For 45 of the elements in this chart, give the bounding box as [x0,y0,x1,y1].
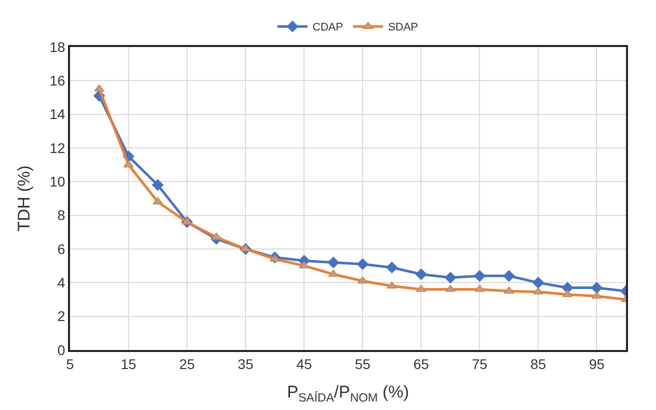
point [328,270,338,277]
x-tick-label: 35 [238,356,254,372]
point [415,268,427,280]
point [152,179,164,191]
y-tick-label: 16 [50,72,66,89]
y-tick-label: 18 [50,38,66,55]
point [416,284,426,292]
point [356,258,368,270]
y-tick-label: 10 [50,174,66,190]
y-tick-label: 6 [57,240,66,257]
point [533,287,544,294]
x-tick-label: 15 [120,356,137,372]
x-tick-label: 65 [413,356,430,372]
x-tick-label: 85 [530,356,546,372]
x-tick-label: 75 [472,356,488,372]
point [328,256,340,268]
point [592,292,602,299]
point [270,254,280,262]
legend-label: SDAP [388,22,418,34]
y-tick-label: 4 [57,274,66,291]
point [152,197,163,204]
y-tick-label: 14 [50,106,66,122]
point [474,270,486,282]
y-tick-label: 2 [57,308,66,324]
x-tick-label: 95 [588,356,605,372]
point [532,276,544,288]
x-tick-label: 5 [66,356,74,372]
point [444,272,456,284]
y-axis-title: TDH (%) [14,165,34,232]
point [358,276,368,284]
legend-label: CDAP [312,22,344,34]
x-tick-label: 55 [354,356,371,372]
point [474,284,485,292]
point [503,270,515,282]
point [562,282,574,294]
point [591,282,602,294]
x-tick-label: 45 [296,356,312,372]
point [94,84,104,92]
point [211,232,222,240]
x-axis-title: P$_{SAÍDA}$/P$_{NOM}$ (%) [286,382,410,404]
point [386,262,398,274]
y-tick-label: 8 [57,207,66,224]
x-tick-label: 25 [179,356,196,372]
y-tick-label: 12 [50,140,66,156]
y-tick-label: 0 [57,342,66,358]
